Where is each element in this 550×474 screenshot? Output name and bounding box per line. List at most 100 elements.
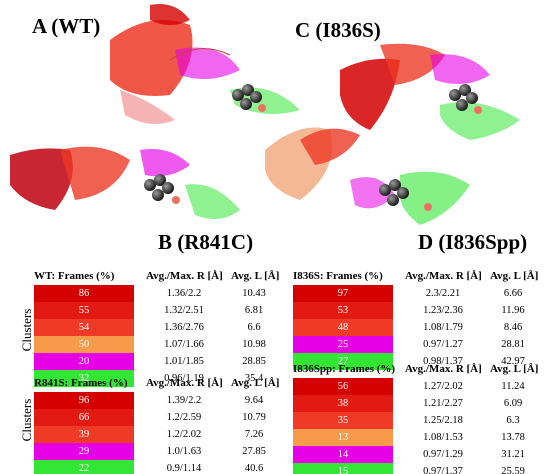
r841s-length-cell: 10.79 <box>242 412 266 423</box>
wt-header-radius: Avg./Max. R [Å] <box>146 270 223 282</box>
i836s-radius-cell: 1.23/2.36 <box>423 305 463 316</box>
i836s-frames-cell: 25 <box>293 336 393 353</box>
i836s-length-cell: 6.66 <box>503 288 523 299</box>
wt-length-cell: 10.98 <box>242 339 266 350</box>
r841s-radius-cell: 1.2/2.59 <box>166 412 202 423</box>
i836s-length-cell: 28.81 <box>501 339 525 350</box>
i836s-frames-cell: 27 <box>293 353 393 370</box>
r841s-radius-cell: 1.2/2.02 <box>166 429 202 440</box>
i836spp-length-cell: 13.78 <box>501 432 525 443</box>
wt-radius-cell: 0.96/1.19 <box>164 373 204 384</box>
r841s-frames-cell: 22 <box>34 460 134 474</box>
i836s-header-radius: Avg./Max. R [Å] <box>405 270 482 282</box>
wt-length-cell: 35.4 <box>244 373 264 384</box>
r841s-table-row: 96 1.39/2.2 9.64 <box>34 392 284 409</box>
r841s-length-cell: 7.26 <box>244 429 264 440</box>
wt-frames-cell: 32 <box>34 370 134 387</box>
wt-header-frames: WT: Frames (%) <box>34 270 115 282</box>
wt-length-cell: 10.43 <box>242 288 266 299</box>
r841s-table-row: 66 1.2/2.59 10.79 <box>34 409 284 426</box>
panel-label-b: B (R841C) <box>158 230 254 254</box>
r841s-frames-cell: 29 <box>34 443 134 460</box>
wt-radius-cell: 1.32/2.51 <box>164 305 204 316</box>
i836spp-length-cell: 11.24 <box>501 381 525 392</box>
r841s-header-length: Avg. L [Å] <box>231 377 280 389</box>
panel-label-c: C (I836S) <box>295 18 381 42</box>
r841s-table-row: 22 0.9/1.14 40.6 <box>34 460 284 474</box>
i836spp-header-frames: I836Spp: Frames (%) <box>293 363 396 375</box>
wt-table-row: 32 0.96/1.19 35.4 <box>34 370 284 387</box>
panel-c-tunnels <box>340 43 520 140</box>
panel-a-tunnels <box>110 4 300 124</box>
i836s-radius-cell: 0.97/1.27 <box>423 339 463 350</box>
i836spp-table-row: 56 1.27/2.02 11.24 <box>293 378 543 395</box>
panel-label-d: D (I836Spp) <box>418 230 528 254</box>
i836spp-table-row: 38 1.21/2.27 6.09 <box>293 395 543 412</box>
i836s-radius-cell: 1.08/1.79 <box>423 322 463 333</box>
wt-frames-cell: 20 <box>34 353 134 370</box>
r841s-length-cell: 40.6 <box>244 463 264 474</box>
i836spp-radius-cell: 0.97/1.29 <box>423 449 463 460</box>
i836s-length-cell: 11.96 <box>501 305 525 316</box>
wt-frames-cell: 50 <box>34 336 134 353</box>
r841s-radius-cell: 1.39/2.2 <box>166 395 202 406</box>
r841s-header-radius: Avg./Max. R [Å] <box>146 377 223 389</box>
i836spp-radius-cell: 1.25/2.18 <box>423 415 463 426</box>
r841s-table-row: 29 1.0/1.63 27.85 <box>34 443 284 460</box>
r841s-length-cell: 9.64 <box>244 395 264 406</box>
i836spp-table-row: 15 0.97/1.37 25.59 <box>293 463 543 474</box>
i836spp-frames-cell: 14 <box>293 446 393 463</box>
clusters-label-top: Clusters <box>19 308 34 352</box>
wt-radius-cell: 1.07/1.66 <box>164 339 204 350</box>
i836spp-frames-cell: 15 <box>293 463 393 474</box>
tunnel-illustration <box>10 4 520 225</box>
panel-label-a: A (WT) <box>32 14 101 38</box>
i836s-header-length: Avg. L [Å] <box>490 270 539 282</box>
wt-table-row: 86 1.36/2.2 10.43 <box>34 285 284 302</box>
i836spp-length-cell: 6.09 <box>503 398 523 409</box>
i836s-length-cell: 8.46 <box>503 322 523 333</box>
i836s-table-row: 48 1.08/1.79 8.46 <box>293 319 543 336</box>
i836s-header-frames: I836S: Frames (%) <box>293 270 383 282</box>
r841s-table-row: 39 1.2/2.02 7.26 <box>34 426 284 443</box>
i836spp-radius-cell: 1.27/2.02 <box>423 381 463 392</box>
wt-table-row: 55 1.32/2.51 6.81 <box>34 302 284 319</box>
wt-table-row: 50 1.07/1.66 10.98 <box>34 336 284 353</box>
i836spp-length-cell: 31.21 <box>501 449 525 460</box>
i836spp-table-row: 13 1.08/1.53 13.78 <box>293 429 543 446</box>
wt-length-cell: 6.6 <box>247 322 261 333</box>
i836spp-frames-cell: 38 <box>293 395 393 412</box>
panel-d-tunnels <box>265 127 470 225</box>
i836s-radius-cell: 2.3/2.21 <box>425 288 461 299</box>
i836spp-table-row: 14 0.97/1.29 31.21 <box>293 446 543 463</box>
i836spp-frames-cell: 35 <box>293 412 393 429</box>
i836spp-frames-cell: 13 <box>293 429 393 446</box>
r841s-frames-cell: 66 <box>34 409 134 426</box>
wt-radius-cell: 1.36/2.76 <box>164 322 204 333</box>
i836spp-radius-cell: 0.97/1.37 <box>423 466 463 474</box>
i836spp-header-length: Avg. L [Å] <box>490 363 539 375</box>
clusters-label-bottom: Clusters <box>19 398 34 442</box>
i836s-radius-cell: 0.98/1.37 <box>423 356 463 367</box>
wt-length-cell: 28.85 <box>242 356 266 367</box>
i836s-length-cell: 42.97 <box>501 356 525 367</box>
r841s-radius-cell: 1.0/1.63 <box>166 446 202 457</box>
i836s-table-row: 27 0.98/1.37 42.97 <box>293 353 543 370</box>
wt-header-length: Avg. L [Å] <box>231 270 280 282</box>
r841s-length-cell: 27.85 <box>242 446 266 457</box>
i836spp-table-row: 35 1.25/2.18 6.3 <box>293 412 543 429</box>
i836spp-frames-cell: 56 <box>293 378 393 395</box>
r841s-frames-cell: 96 <box>34 392 134 409</box>
i836s-table-row: 25 0.97/1.27 28.81 <box>293 336 543 353</box>
r841s-frames-cell: 39 <box>34 426 134 443</box>
wt-table-row: 20 1.01/1.85 28.85 <box>34 353 284 370</box>
r841s-radius-cell: 0.9/1.14 <box>166 463 202 474</box>
wt-frames-cell: 55 <box>34 302 134 319</box>
i836spp-radius-cell: 1.08/1.53 <box>423 432 463 443</box>
i836s-table-row: 97 2.3/2.21 6.66 <box>293 285 543 302</box>
wt-table-row: 54 1.36/2.76 6.6 <box>34 319 284 336</box>
wt-frames-cell: 54 <box>34 319 134 336</box>
i836s-frames-cell: 53 <box>293 302 393 319</box>
wt-frames-cell: 86 <box>34 285 134 302</box>
